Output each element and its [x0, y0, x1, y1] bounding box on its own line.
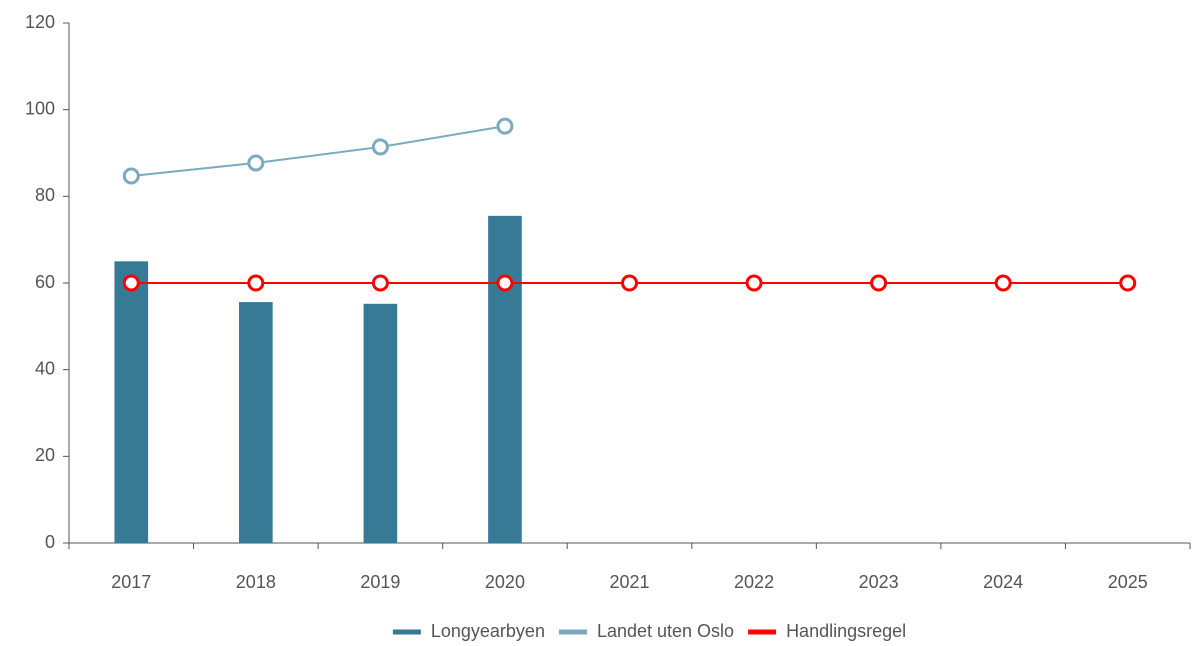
marker	[371, 274, 389, 292]
marker	[122, 167, 140, 185]
marker	[247, 154, 265, 172]
bar	[114, 261, 149, 543]
marker	[496, 117, 514, 135]
legend-label: Landet uten Oslo	[597, 621, 734, 641]
x-tick-label: 2017	[111, 572, 151, 592]
marker	[247, 274, 265, 292]
x-tick-label: 2019	[360, 572, 400, 592]
x-tick-label: 2022	[734, 572, 774, 592]
marker	[371, 138, 389, 156]
y-tick-label: 40	[35, 358, 55, 378]
legend-label: Handlingsregel	[786, 621, 906, 641]
marker	[496, 274, 514, 292]
x-tick-label: 2020	[485, 572, 525, 592]
x-tick-label: 2024	[983, 572, 1023, 592]
y-tick-label: 100	[25, 98, 55, 118]
marker	[122, 274, 140, 292]
y-tick-label: 20	[35, 445, 55, 465]
x-tick-label: 2018	[236, 572, 276, 592]
legend-label: Longyearbyen	[431, 621, 545, 641]
marker	[1119, 274, 1137, 292]
marker	[621, 274, 638, 292]
y-tick-label: 120	[25, 12, 55, 32]
x-tick-label: 2023	[859, 572, 899, 592]
y-tick-label: 80	[35, 185, 55, 205]
marker	[870, 274, 888, 292]
bar	[488, 215, 522, 544]
bar	[363, 303, 398, 543]
y-tick-label: 60	[35, 272, 55, 292]
x-tick-label: 2021	[609, 572, 649, 592]
bar	[239, 302, 273, 543]
legend: Longyearbyen Landet uten Oslo Handlingsreg…	[392, 621, 906, 641]
marker	[745, 274, 763, 292]
line	[131, 125, 506, 177]
x-tick-label: 2025	[1108, 572, 1148, 592]
y-tick-label: 0	[45, 532, 55, 552]
marker	[994, 274, 1012, 292]
